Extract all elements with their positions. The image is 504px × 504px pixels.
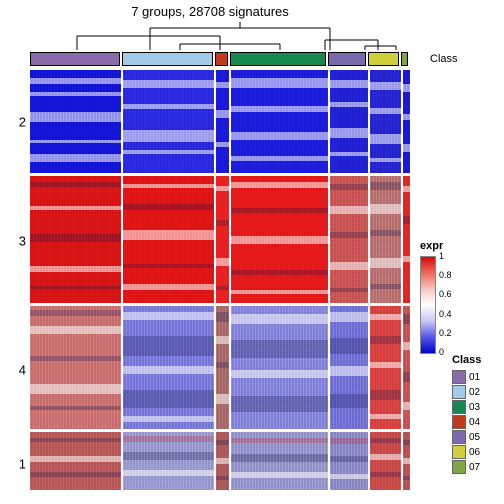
class-legend-item: 02 xyxy=(452,385,481,399)
heatmap-cell xyxy=(123,306,214,429)
heatmap-cell xyxy=(330,432,369,490)
colbar-seg-07 xyxy=(401,52,408,66)
heatmap-cell xyxy=(403,176,410,303)
heatmap-cell xyxy=(30,176,121,303)
heatmap xyxy=(30,70,410,490)
row-label: 3 xyxy=(0,234,26,249)
class-label: 02 xyxy=(469,387,480,398)
colbar-seg-06 xyxy=(368,52,399,66)
heatmap-cell xyxy=(370,70,401,173)
heatmap-cell xyxy=(30,432,121,490)
legends: expr 10.80.60.40.20 Class 01020304050607 xyxy=(420,240,500,475)
row-label: 2 xyxy=(0,115,26,130)
row-label: 4 xyxy=(0,363,26,378)
colbar-seg-01 xyxy=(30,52,120,66)
heatmap-cell xyxy=(231,306,328,429)
class-swatch xyxy=(452,385,466,399)
heatmap-cell xyxy=(231,70,328,173)
expr-tick: 0.6 xyxy=(439,289,452,299)
column-class-bar xyxy=(30,52,410,66)
heatmap-cell xyxy=(30,306,121,429)
heatmap-cell xyxy=(403,432,410,490)
class-swatch xyxy=(452,460,466,474)
column-bar-label: Class xyxy=(430,52,458,66)
class-label: 01 xyxy=(469,372,480,383)
class-swatch xyxy=(452,415,466,429)
class-label: 04 xyxy=(469,417,480,428)
row-group-labels: 2 3 4 1 xyxy=(0,70,28,490)
class-legend-item: 06 xyxy=(452,445,481,459)
heatmap-cell xyxy=(216,306,229,429)
heatmap-cell xyxy=(330,176,369,303)
class-label: 06 xyxy=(469,447,480,458)
class-legend: Class 01 02 03 04 05 06 07 xyxy=(452,354,481,475)
class-legend-item: 01 xyxy=(452,370,481,384)
heatmap-cell xyxy=(403,306,410,429)
expr-legend: expr 10.80.60.40.20 xyxy=(420,240,443,354)
colbar-seg-04 xyxy=(215,52,228,66)
row-label: 1 xyxy=(0,457,26,472)
colbar-seg-03 xyxy=(230,52,326,66)
class-legend-title: Class xyxy=(452,354,481,366)
heatmap-cell xyxy=(123,432,214,490)
heatmap-cell xyxy=(370,176,401,303)
expr-tick: 0.8 xyxy=(439,270,452,280)
class-legend-item: 04 xyxy=(452,415,481,429)
heatmap-cell xyxy=(123,70,214,173)
column-dendrogram xyxy=(30,22,410,50)
class-legend-item: 05 xyxy=(452,430,481,444)
class-label: 05 xyxy=(469,432,480,443)
class-legend-item: 03 xyxy=(452,400,481,414)
class-swatch xyxy=(452,400,466,414)
heatmap-cell xyxy=(370,432,401,490)
expr-tick: 0.2 xyxy=(439,328,452,338)
heatmap-cell xyxy=(231,176,328,303)
class-label: 07 xyxy=(469,462,480,473)
heatmap-cell xyxy=(123,176,214,303)
class-legend-items: 01 02 03 04 05 06 07 xyxy=(452,370,481,474)
expr-tick: 1 xyxy=(439,251,444,261)
chart-title: 7 groups, 28708 signatures xyxy=(0,4,420,19)
class-swatch xyxy=(452,445,466,459)
heatmap-cell xyxy=(330,306,369,429)
heatmap-cell xyxy=(370,306,401,429)
heatmap-cell xyxy=(216,432,229,490)
heatmap-cell xyxy=(30,70,121,173)
expr-tick: 0 xyxy=(439,347,444,357)
heatmap-cell xyxy=(403,70,410,173)
heatmap-cell xyxy=(231,432,328,490)
expr-tick: 0.4 xyxy=(439,309,452,319)
class-legend-item: 07 xyxy=(452,460,481,474)
class-label: 03 xyxy=(469,402,480,413)
expr-colorbar: 10.80.60.40.20 xyxy=(420,256,436,354)
colbar-seg-05 xyxy=(328,52,367,66)
class-swatch xyxy=(452,430,466,444)
heatmap-cell xyxy=(216,176,229,303)
heatmap-cell xyxy=(330,70,369,173)
class-swatch xyxy=(452,370,466,384)
colbar-seg-02 xyxy=(122,52,212,66)
heatmap-cell xyxy=(216,70,229,173)
